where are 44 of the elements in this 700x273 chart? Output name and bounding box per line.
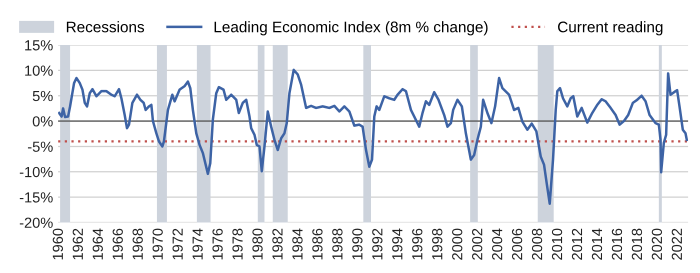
legend-label: Leading Economic Index (8m % change) <box>214 21 488 36</box>
x-tick-label: 1974 <box>192 228 203 260</box>
x-tick-label: 1966 <box>112 228 123 260</box>
x-tick-label: 1980 <box>252 228 263 260</box>
x-tick-label: 1992 <box>372 228 383 260</box>
x-tick-label: 1962 <box>72 228 83 260</box>
line-series <box>58 68 688 205</box>
x-tick-label: 1978 <box>232 228 243 260</box>
x-tick-label: 2006 <box>512 228 522 260</box>
y-tick-label: -5% <box>28 142 53 152</box>
x-tick-label: 1986 <box>312 228 323 260</box>
x-tick-label: 2022 <box>672 228 682 260</box>
x-tick-label: 1996 <box>412 228 422 260</box>
y-tick-label: 15% <box>25 40 53 50</box>
legend-label: Current reading <box>558 21 662 36</box>
x-tick-label: 2008 <box>532 228 542 260</box>
y-tick-label: 0% <box>32 116 53 127</box>
x-tick-label: 2004 <box>492 228 502 260</box>
x-tick-label: 2002 <box>472 228 482 260</box>
legend-label: Recessions <box>66 21 144 32</box>
x-tick-label: 1982 <box>272 228 283 260</box>
x-tick-label: 1990 <box>352 228 363 260</box>
x-tick-label: 2010 <box>552 228 562 260</box>
y-tick-label: 5% <box>32 90 53 102</box>
y-tick-label: -10% <box>20 166 53 178</box>
y-tick-label: -15% <box>20 192 53 203</box>
y-tick-label: 10% <box>25 65 53 76</box>
x-tick-label: 1972 <box>172 228 183 260</box>
x-tick-label: 1968 <box>132 228 143 260</box>
y-tick-label: -20% <box>20 218 53 228</box>
x-tick-label: 1988 <box>332 228 343 260</box>
x-tick-label: 2020 <box>652 228 662 260</box>
x-tick-label: 1984 <box>292 228 303 260</box>
x-tick-label: 2016 <box>612 228 622 260</box>
x-tick-label: 2012 <box>572 228 582 260</box>
x-tick-label: 1994 <box>392 228 402 260</box>
x-tick-label: 1960 <box>52 228 64 260</box>
x-tick-label: 2000 <box>452 228 462 260</box>
x-tick-label: 1998 <box>432 228 442 260</box>
x-tick-label: 2014 <box>592 228 602 260</box>
x-tick-label: 1964 <box>92 228 103 260</box>
x-tick-label: 2018 <box>632 228 642 260</box>
x-tick-label: 1970 <box>152 228 163 260</box>
x-tick-label: 1976 <box>212 228 223 260</box>
